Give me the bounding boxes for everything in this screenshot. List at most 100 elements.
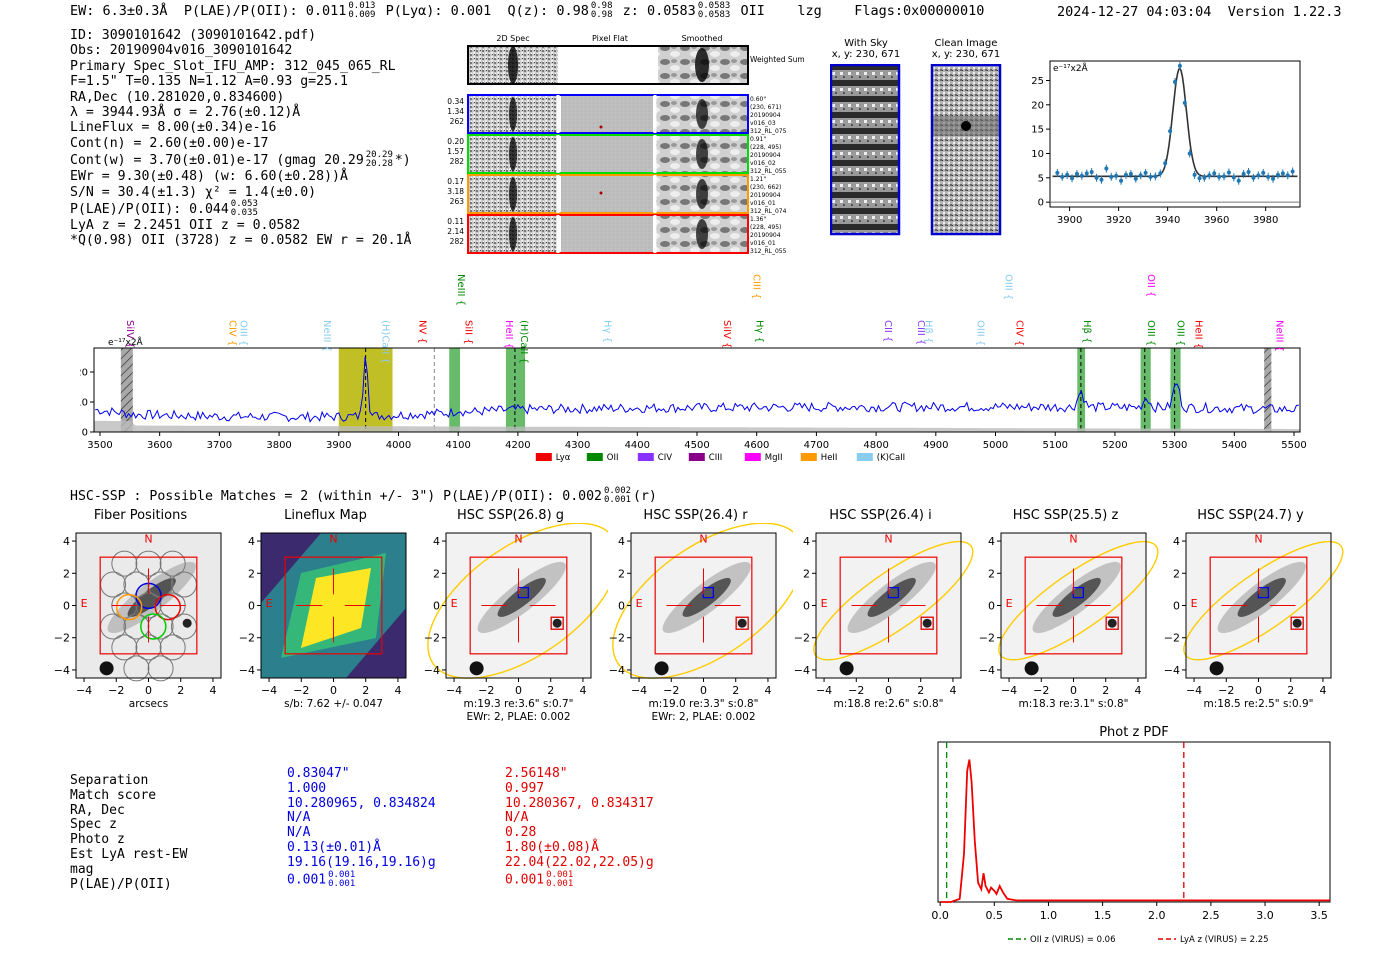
stamp-caption: m:19.0 re:3.3" s:0.8" (649, 698, 759, 710)
stamp-ytick-label: −4 (794, 664, 810, 677)
companion-source (1292, 618, 1302, 628)
spectrum-line-label: CIV { (1013, 320, 1024, 346)
spectrum-xtick-label: 3600 (147, 440, 172, 451)
col1-radec: 10.280965, 0.834824 (287, 795, 436, 811)
stamp-xtick-label: −4 (76, 684, 92, 697)
info-contw: Cont(w) = 3.70(±0.01)e-17 (gmag 20.29 20.… (70, 150, 411, 170)
spectrum-line-label: HeII { (1193, 320, 1204, 349)
z-range: 0.0583 0.0583 (697, 1, 731, 20)
fit-xtick-label: 3960 (1204, 215, 1229, 226)
fit-point (1261, 170, 1266, 175)
spectrum-xtick-label: 5100 (1042, 440, 1067, 451)
spec2d-source (509, 217, 517, 251)
spectrum-xtick-label: 5400 (1222, 440, 1247, 451)
flux-region-low (346, 608, 406, 678)
spec2d-title-flat: Pixel Flat (592, 34, 628, 43)
spectrum-band (505, 348, 526, 432)
stamp-svg: N E 4 2 0 −2 −4 −4 −2 0 2 4 m:18.3 re:3.1" s:0.8" (979, 532, 1159, 710)
pdf-xtick-label: 3.0 (1256, 909, 1274, 922)
stamp-1: Fiber Positions N E 4 2 0 −2 −4 −4 −2 0 2 4 arcsecs (48, 508, 238, 723)
spectrum-line-label: NV { (416, 320, 427, 344)
spectrum-line-label: NeIII { (1274, 320, 1285, 352)
stamp-xtick-label: −2 (108, 684, 124, 697)
north-label: N (514, 533, 522, 546)
fit-point (1246, 169, 1251, 174)
with-sky-image (830, 64, 901, 236)
stamp-ytick-label: 4 (618, 535, 625, 548)
info-obs: Obs: 20190904v016_3090101642 (70, 43, 293, 59)
legend-label: CIII (709, 453, 722, 463)
spectrum-xtick-label: 5200 (1102, 440, 1127, 451)
stamp-xtick-label: 2 (1102, 684, 1109, 697)
spectrum-xtick-label: 4700 (804, 440, 829, 451)
spectrum-xtick-label: 3900 (326, 440, 351, 451)
photz-pdf-plot: Phot z PDF 0.0 0.5 1.0 1.5 2.0 2.5 3.0 3.5 OII z … (931, 725, 1331, 945)
spec2d-row-stat: 3.18 (447, 187, 464, 196)
spec2d-row-meta: 0.91" (750, 136, 766, 143)
spectrum-line-label: OII { (1145, 274, 1156, 297)
stamp-svg: N E 4 2 0 −2 −4 −4 −2 0 2 4 m:18.5 re:2.5" s:0.9" (1164, 532, 1344, 710)
star (1024, 661, 1039, 676)
stamp-xtick-label: −2 (1218, 684, 1234, 697)
stamp-title: Lineflux Map (284, 508, 367, 523)
fiber-circle (111, 634, 138, 661)
match-box-2 (550, 616, 564, 630)
spectrum-line-label: Hγ { (601, 320, 612, 343)
pdf-legend-label: OII z (VIRUS) = 0.06 (1030, 935, 1116, 945)
label-lya-ew: Est LyA rest-EW (70, 846, 188, 862)
spec2d-row-frame (467, 214, 749, 254)
col2-specz: N/A (505, 810, 529, 826)
spec2d-weighted-row (467, 45, 749, 85)
search-box (654, 556, 753, 655)
info-plae: P(LAE)/P(OII): 0.044 0.053 0.035 (70, 199, 258, 219)
info-lineflux: LineFlux = 8.00(±0.34)e-16 (70, 120, 277, 136)
legend-label: MgII (765, 453, 783, 463)
legend-label: Lyα (556, 453, 571, 463)
spectrum-ytick-label: 10 (80, 398, 88, 409)
fit-point (1192, 172, 1197, 177)
stamp-svg: N E 4 2 0 −2 −4 −4 −2 0 2 4 arcsecs (54, 532, 222, 710)
fit-point (1104, 166, 1109, 171)
spectrum-line-label: OIII { (237, 320, 248, 346)
spectrum-xtick-label: 5000 (983, 440, 1008, 451)
stamp-xtick-label: 2 (547, 684, 554, 697)
stamp-xtick-label: −2 (478, 684, 494, 697)
stamp-caption-2: EWr: 2, PLAE: 0.002 (466, 711, 570, 723)
stamp-ytick-label: −4 (979, 664, 995, 677)
star (654, 661, 669, 676)
pdf-legend-label: LyA z (VIRUS) = 2.25 (1180, 935, 1269, 945)
fit-point (1119, 178, 1124, 183)
label-photoz: Photo z (70, 832, 125, 848)
label-radec: RA, Dec (70, 802, 125, 818)
stamp-xtick-label: 4 (394, 684, 401, 697)
spectrum-xtick-label: 4300 (565, 440, 590, 451)
stamp-xtick-label: 4 (949, 684, 956, 697)
fit-xtick-label: 3980 (1253, 215, 1278, 226)
fiber-circle-orange (115, 593, 143, 621)
full-spectrum-plot: e⁻¹⁷x2Å 0 10 20 3500 3600 3700 3800 3900 4000 4100… (80, 274, 1307, 463)
north-label: N (1254, 533, 1262, 546)
col2-radec: 10.280367, 0.834317 (505, 795, 654, 811)
col2-mag: 22.04(22.02,22.05)g (505, 854, 654, 870)
spec2d-row-meta: (228, 495) (750, 224, 781, 231)
spec2d-row-stat: 263 (450, 197, 465, 206)
fit-point (1163, 161, 1168, 166)
legend-label: (K)CaII (877, 453, 905, 463)
fiber-circle-red (154, 593, 182, 621)
pdf-xtick-label: 0.0 (931, 909, 949, 922)
col1-separation: 0.83047" (287, 766, 350, 781)
qz-value: Q(z): 0.98 (507, 3, 589, 19)
stamp-ytick-label: −2 (609, 632, 625, 645)
fit-point (1128, 171, 1133, 176)
spec2d-row-meta: 0.60" (750, 96, 766, 103)
clean-title: Clean Image x, y: 230, 671 (931, 38, 1001, 60)
fit-point (1280, 171, 1285, 176)
spectrum-line-label: CIV { (227, 320, 238, 346)
spectrum-ytick-label: 20 (80, 368, 88, 379)
stamp-xtick-label: 0 (330, 684, 337, 697)
stamp-svg: N E 4 2 0 −2 −4 −4 −2 0 2 4 m:19.0 re:3.3" s:0.8"EWr… (609, 523, 793, 723)
stamp-xtick-label: 2 (1287, 684, 1294, 697)
spectrum-line-label: Hγ { (754, 320, 765, 343)
spectrum-xtick-label: 5300 (1162, 440, 1187, 451)
north-label: N (699, 533, 707, 546)
